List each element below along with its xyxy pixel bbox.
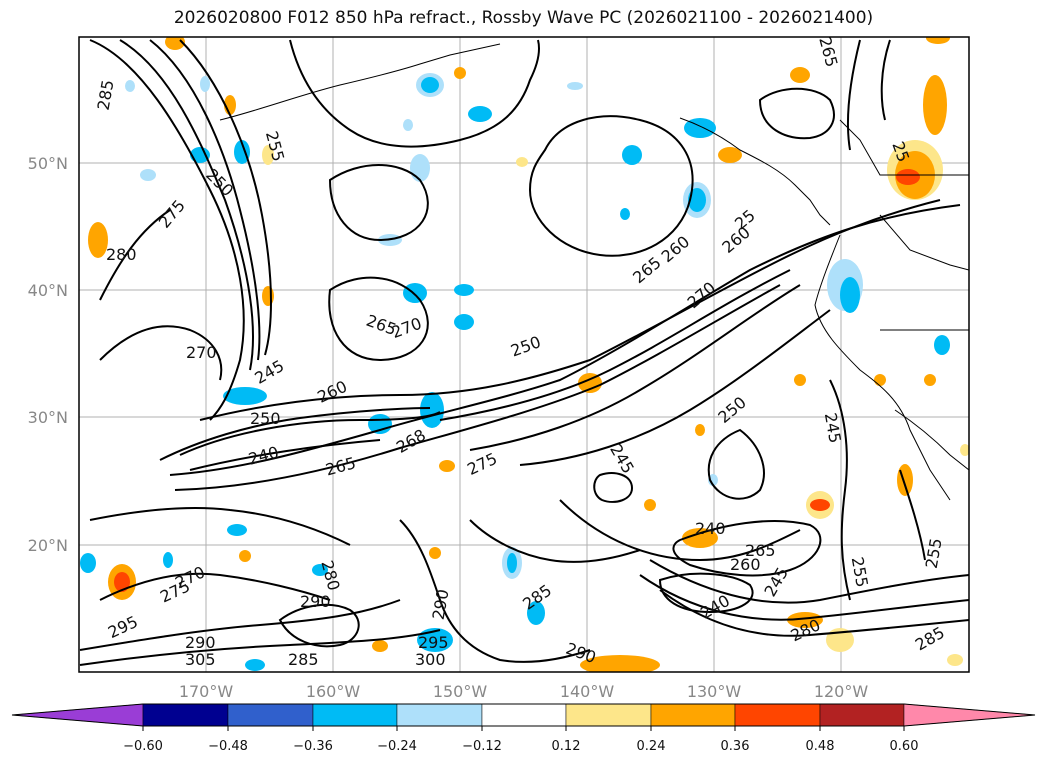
colorbar-tick-label: 0.48 <box>806 739 835 754</box>
colorbar-segment-5 <box>481 703 567 727</box>
colorbar-tick-label: −0.12 <box>462 739 502 754</box>
colorbar-tick-label: −0.24 <box>377 739 417 754</box>
colorbar-segment-7 <box>650 703 736 727</box>
lat-labels: 50°N 40°N 30°N 20°N <box>28 154 68 555</box>
lon-label-160: 160°W <box>306 682 361 701</box>
lat-label-30: 30°N <box>28 408 68 427</box>
figure-title: 2026020800 F012 850 hPa refract., Rossby… <box>173 8 874 28</box>
svg-text:240: 240 <box>695 519 726 538</box>
svg-text:290: 290 <box>185 633 216 652</box>
svg-text:295: 295 <box>418 633 449 652</box>
map-border <box>78 36 970 673</box>
lat-label-40: 40°N <box>28 281 68 300</box>
svg-text:285: 285 <box>288 650 319 669</box>
coastlines <box>219 43 969 501</box>
colorbar-segment-2 <box>227 703 314 727</box>
lon-label-140: 140°W <box>560 682 615 701</box>
svg-text:280: 280 <box>106 245 137 264</box>
svg-text:300: 300 <box>415 650 446 669</box>
colorbar-segment-1 <box>142 703 229 727</box>
colorbar-segment-3 <box>312 703 398 727</box>
svg-text:265: 265 <box>745 541 776 560</box>
colorbar-tick-label: 0.24 <box>637 739 666 754</box>
colorbar-segment-6 <box>565 703 652 727</box>
colorbar-segment-8 <box>734 703 821 727</box>
colorbar-tick-label: 0.36 <box>721 739 750 754</box>
svg-text:250: 250 <box>250 409 281 428</box>
lon-label-170: 170°W <box>179 682 234 701</box>
lon-label-150: 150°W <box>433 682 488 701</box>
lat-label-50: 50°N <box>28 154 68 173</box>
svg-text:290: 290 <box>300 592 331 611</box>
shading-positive <box>88 37 969 672</box>
colorbar-tick-label: 0.12 <box>552 739 581 754</box>
lon-label-130: 130°W <box>687 682 742 701</box>
colorbar-tick-label: −0.36 <box>293 739 333 754</box>
colorbar-extend-high <box>903 703 1036 727</box>
contours <box>79 39 969 666</box>
svg-text:305: 305 <box>185 650 216 669</box>
lon-labels: 170°W 160°W 150°W 140°W 130°W 120°W <box>179 682 869 701</box>
colorbar-segment-4 <box>396 703 483 727</box>
lon-label-120: 120°W <box>814 682 869 701</box>
colorbar-tick-label: 0.60 <box>890 739 919 754</box>
colorbar-extend-low <box>11 703 144 727</box>
lat-label-20: 20°N <box>28 536 68 555</box>
map-area <box>79 37 969 672</box>
svg-text:270: 270 <box>186 343 217 362</box>
colorbar: −0.60 −0.48 −0.36 −0.24 −0.12 0.12 0.24 … <box>11 703 1036 754</box>
svg-text:260: 260 <box>730 555 761 574</box>
colorbar-segment-9 <box>819 703 905 727</box>
colorbar-tick-label: −0.60 <box>123 739 163 754</box>
colorbar-tick-label: −0.48 <box>208 739 248 754</box>
